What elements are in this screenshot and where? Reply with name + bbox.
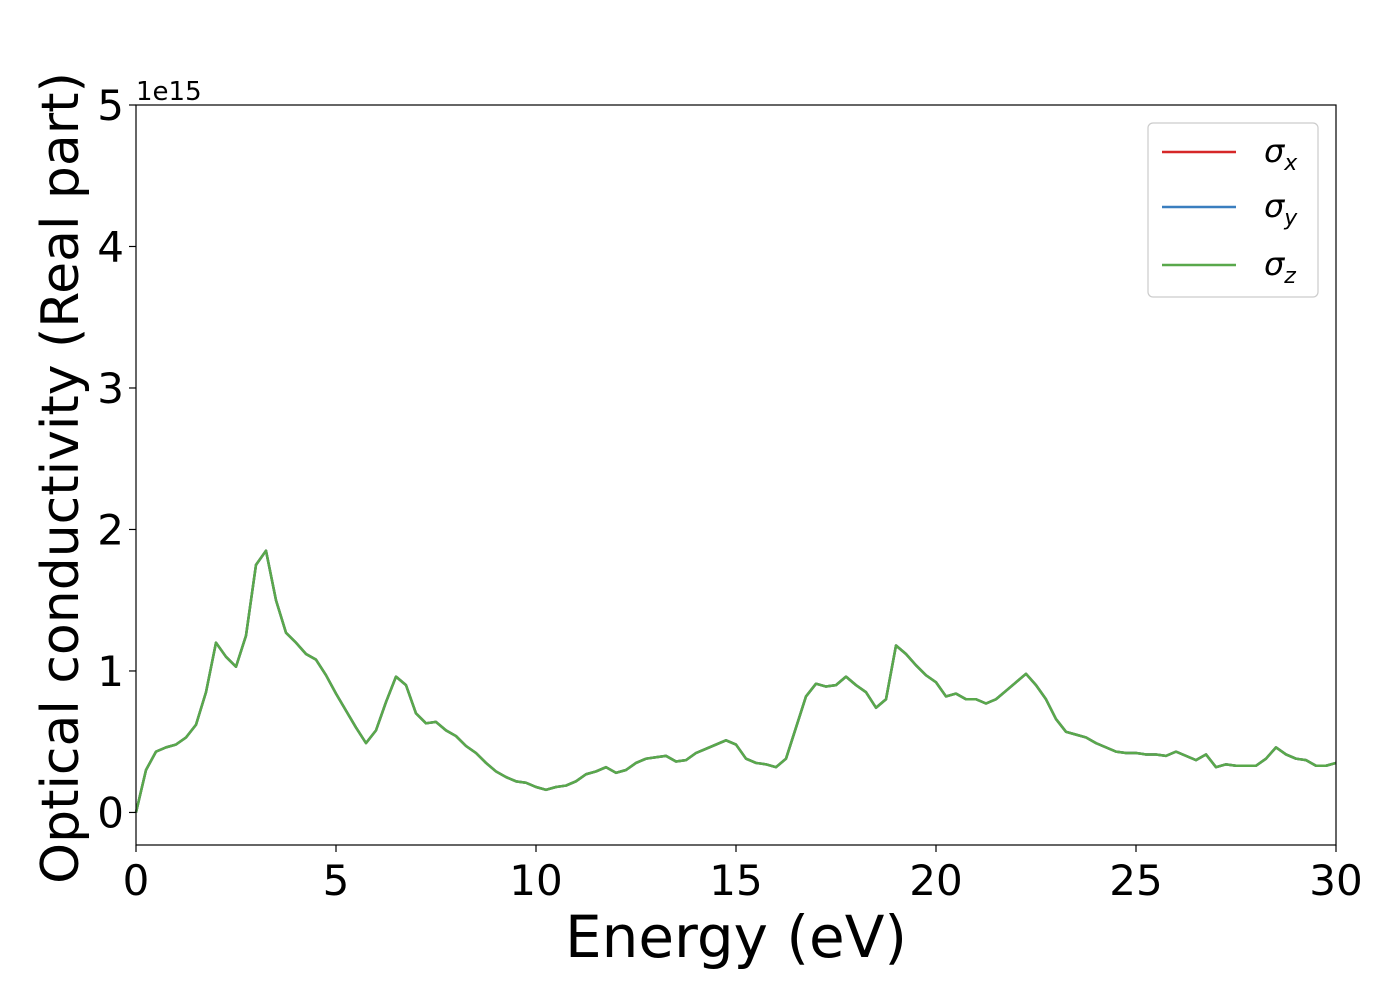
x-tick-label: 20 (909, 856, 962, 905)
x-tick-label: 10 (509, 856, 562, 905)
x-tick-label: 25 (1109, 856, 1162, 905)
legend-box (1147, 122, 1319, 298)
x-tick-label: 0 (123, 856, 150, 905)
x-axis-label: Energy (eV) (565, 903, 907, 971)
y-tick-label: 0 (97, 788, 124, 837)
x-tick-label: 15 (709, 856, 762, 905)
offset-label: 1e15 (136, 77, 202, 107)
x-tick-label: 5 (323, 856, 350, 905)
x-tick-label: 30 (1309, 856, 1362, 905)
y-tick-label: 3 (97, 364, 124, 413)
y-axis-label: Optical conductivity (Real part) (31, 72, 91, 884)
series-line (134, 549, 1337, 813)
legend-label: σx (1264, 132, 1298, 176)
y-tick-label: 1 (97, 647, 124, 696)
y-tick-label: 4 (97, 222, 124, 271)
legend-label: σz (1264, 245, 1296, 289)
y-tick-label: 2 (97, 505, 124, 554)
y-tick-label: 5 (97, 81, 124, 130)
legend: σx σy σz (1147, 122, 1319, 298)
legend-label: σy (1264, 187, 1298, 231)
